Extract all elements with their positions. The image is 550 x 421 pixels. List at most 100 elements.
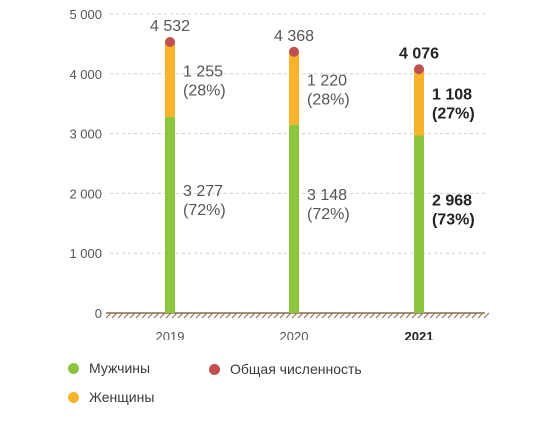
total-label: 4 076: [399, 45, 439, 62]
baseline-hatch: [261, 312, 268, 319]
men-share-label: (72%): [183, 202, 226, 219]
legend-label-men: Мужчины: [89, 360, 151, 376]
baseline-hatch: [477, 312, 484, 319]
baseline-hatch: [183, 312, 190, 319]
baseline-hatch: [339, 312, 346, 319]
men-value-label: 2 968: [432, 192, 472, 209]
baseline-hatch: [201, 312, 208, 319]
baseline-hatch: [159, 312, 166, 319]
baseline-hatch: [363, 312, 370, 319]
women-share-label: (27%): [432, 105, 475, 122]
baseline-hatch: [309, 312, 316, 319]
baseline-hatch: [423, 312, 430, 319]
baseline-hatch: [303, 312, 310, 319]
baseline-hatch: [459, 312, 466, 319]
baseline-hatch: [381, 312, 388, 319]
y-tick-label: 5 000: [69, 7, 102, 22]
baseline-hatch: [165, 312, 172, 319]
y-tick-label: 3 000: [69, 127, 102, 142]
baseline-hatch: [279, 312, 286, 319]
baseline-hatch: [225, 312, 232, 319]
baseline-hatch: [267, 312, 274, 319]
baseline-hatch: [387, 312, 394, 319]
men-share-label: (72%): [307, 206, 350, 223]
baseline-hatch: [111, 312, 118, 319]
baseline-hatch: [399, 312, 406, 319]
total-point: [165, 36, 175, 47]
baseline-hatch: [405, 312, 412, 319]
baseline-hatch: [297, 312, 304, 319]
baseline-hatch: [315, 312, 322, 319]
baseline-hatch: [321, 312, 328, 319]
women-share-label: (28%): [183, 83, 226, 100]
total-point: [414, 64, 424, 75]
y-tick-label: 2 000: [69, 186, 102, 201]
bar-men: [289, 124, 299, 313]
baseline-hatch: [483, 312, 490, 319]
baseline-hatch: [243, 312, 250, 319]
x-tick-label: 2019: [156, 329, 185, 340]
baseline-hatch: [429, 312, 436, 319]
baseline-hatch: [213, 312, 220, 319]
x-tick-label: 2021: [405, 329, 434, 340]
baseline-hatch: [153, 312, 160, 319]
baseline-hatch: [177, 312, 184, 319]
baseline-hatch: [345, 312, 352, 319]
baseline-hatch: [195, 312, 202, 319]
y-tick-label: 0: [95, 306, 102, 321]
baseline-hatch: [471, 312, 478, 319]
bar-men: [165, 117, 175, 313]
legend-item-total: Общая численность: [209, 361, 362, 377]
bar-men: [414, 135, 424, 313]
legend-swatch-total: [209, 363, 220, 375]
baseline-hatch: [135, 312, 142, 319]
baseline-hatch: [435, 312, 442, 319]
men-value-label: 3 148: [307, 187, 347, 204]
bar-women: [414, 69, 424, 136]
baseline-hatch: [147, 312, 154, 319]
baseline-hatch: [231, 312, 238, 319]
baseline-hatch: [357, 312, 364, 319]
baseline-hatch: [273, 312, 280, 319]
bar-women: [289, 51, 299, 125]
total-point: [289, 46, 299, 57]
baseline-hatch: [141, 312, 148, 319]
baseline-hatch: [219, 312, 226, 319]
legend-item-men: Мужчины: [68, 360, 150, 376]
y-tick-label: 1 000: [69, 246, 102, 261]
baseline-hatch: [441, 312, 448, 319]
total-label: 4 532: [150, 18, 190, 35]
baseline-hatch: [237, 312, 244, 319]
baseline-hatch: [417, 312, 424, 319]
baseline-hatch: [291, 312, 298, 319]
baseline-hatch: [369, 312, 376, 319]
bar-women: [165, 41, 175, 118]
men-share-label: (73%): [432, 211, 475, 228]
baseline-hatch: [171, 312, 178, 319]
baseline-hatch: [285, 312, 292, 319]
women-value-label: 1 255: [183, 64, 223, 81]
baseline-hatch: [411, 312, 418, 319]
baseline-hatch: [207, 312, 214, 319]
legend-swatch-women: [68, 391, 79, 403]
baseline-hatch: [375, 312, 382, 319]
legend-label-women: Женщины: [89, 389, 155, 405]
baseline-hatch: [129, 312, 136, 319]
baseline-hatch: [453, 312, 460, 319]
baseline-hatch: [249, 312, 256, 319]
baseline-hatch: [105, 312, 112, 319]
legend-swatch-men: [68, 362, 79, 374]
chart: 0 1 000 2 000 3 000 4 000 5 000 4 532 1 255 (28%…: [69, 7, 490, 340]
baseline-hatch: [393, 312, 400, 319]
baseline-hatch: [123, 312, 130, 319]
baseline-hatch: [333, 312, 340, 319]
y-tick-label: 4 000: [69, 67, 102, 82]
total-label: 4 368: [274, 28, 314, 45]
baseline-hatch: [465, 312, 472, 319]
women-value-label: 1 220: [307, 72, 347, 89]
baseline-hatch: [447, 312, 454, 319]
baseline-hatch: [117, 312, 124, 319]
men-value-label: 3 277: [183, 183, 223, 200]
baseline-hatch: [351, 312, 358, 319]
baseline-hatch: [327, 312, 334, 319]
